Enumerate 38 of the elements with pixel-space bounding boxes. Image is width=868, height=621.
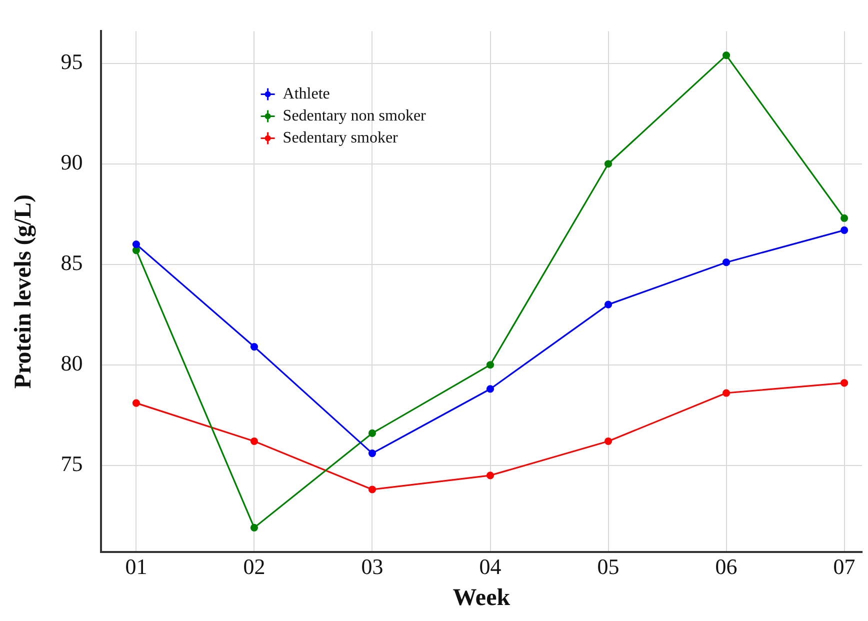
- point: [604, 437, 612, 446]
- x-tick-label: 01: [125, 554, 148, 579]
- x-tick-label: 03: [361, 554, 384, 579]
- x-tick-label: 02: [243, 554, 266, 579]
- x-tick-label: 05: [597, 554, 620, 579]
- x-tick-label: 06: [715, 554, 738, 579]
- y-axis-title: Protein levels (g/L): [10, 194, 37, 389]
- y-tick-label: 85: [60, 250, 83, 276]
- point: [722, 52, 730, 60]
- point: [486, 472, 494, 480]
- point: [486, 385, 494, 393]
- point: [840, 214, 848, 222]
- y-tick-label: 95: [60, 49, 83, 74]
- point: [722, 258, 730, 266]
- y-tick-label: 75: [60, 451, 83, 476]
- point: [132, 240, 140, 248]
- point: [486, 361, 494, 369]
- point: [368, 486, 376, 494]
- legend-label: Sedentary non smoker: [282, 107, 427, 124]
- point: [604, 300, 612, 308]
- point: [132, 246, 140, 254]
- point: [250, 342, 258, 351]
- point: [250, 437, 258, 446]
- point: [250, 524, 258, 532]
- legend-label: Sedentary smoker: [282, 129, 399, 146]
- point: [722, 389, 730, 397]
- point: [840, 379, 848, 387]
- x-tick-label: 04: [479, 554, 502, 579]
- y-tick-label: 80: [60, 350, 83, 376]
- y-tick-label: 90: [60, 150, 83, 175]
- legend-label: Athlete: [282, 85, 330, 102]
- point: [132, 399, 140, 407]
- x-tick-label: 07: [833, 554, 856, 579]
- point: [840, 226, 848, 234]
- x-axis-title: Week: [452, 584, 511, 611]
- point: [604, 160, 612, 168]
- point: [368, 429, 376, 438]
- point: [368, 450, 376, 458]
